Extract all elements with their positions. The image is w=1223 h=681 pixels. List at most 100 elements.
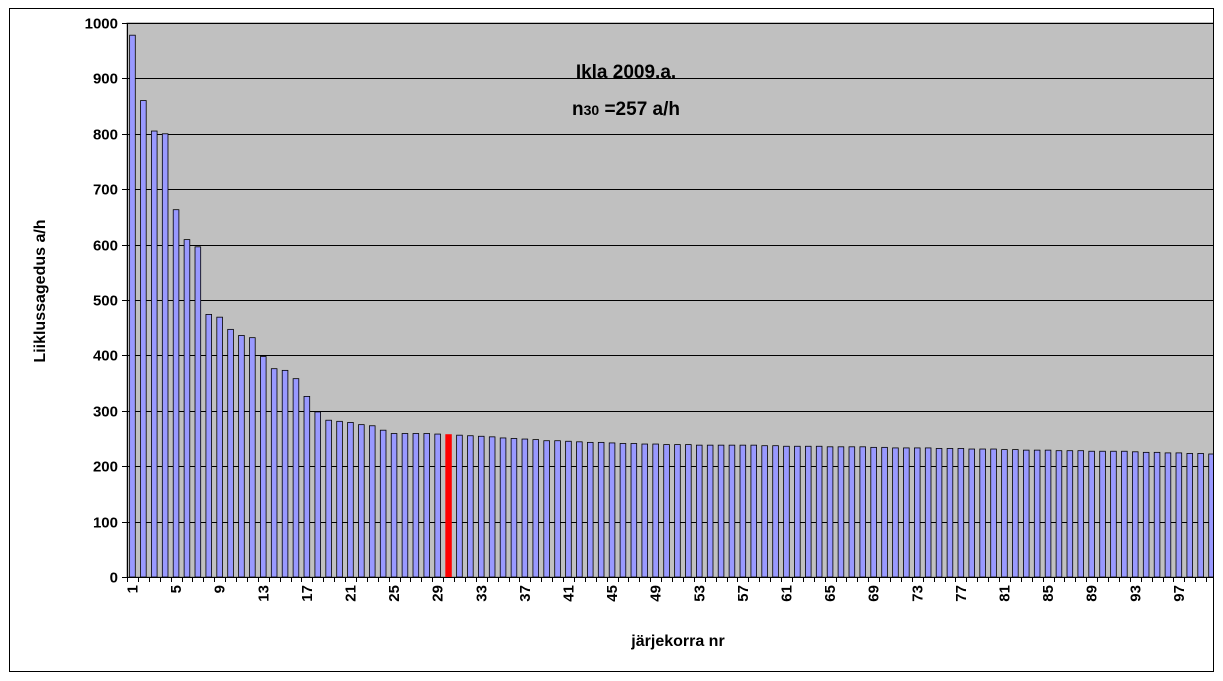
x-tick-label: 61 (778, 585, 795, 602)
bar (696, 444, 703, 578)
bar (815, 445, 823, 578)
x-tick-label: 45 (604, 585, 621, 602)
bar (903, 447, 910, 578)
bar (1044, 449, 1052, 578)
x-tick-label: 73 (909, 585, 926, 602)
bar (423, 433, 430, 578)
bar (957, 448, 965, 578)
bar (881, 446, 888, 578)
x-tick-label: 25 (386, 585, 403, 602)
bar (227, 328, 234, 578)
bar (761, 445, 768, 578)
bar (946, 448, 954, 578)
bar (1121, 450, 1128, 578)
bar (685, 444, 692, 578)
x-tick-label: 93 (1127, 585, 1144, 602)
y-tick-label: 1000 (85, 16, 118, 33)
bar (837, 446, 845, 578)
bar (1033, 449, 1041, 578)
x-tick-label: 1 (124, 585, 141, 593)
bar (129, 34, 136, 578)
bar (390, 433, 398, 578)
bar (706, 444, 714, 578)
bar (521, 438, 529, 578)
bar-chart: 0 100 200 300 400 500 600 700 800 900 1000 1 5 9 13 17… (32, 16, 1213, 650)
bar (379, 429, 387, 578)
x-tick-labels: 1 5 9 13 17 21 25 29 33 37 41 45 49 53 57 61 65 69 73 77 81 8… (124, 585, 1187, 602)
chart-subtitle: n30 =257 a/h (572, 99, 680, 120)
bar (1055, 450, 1063, 578)
bar (783, 445, 790, 578)
y-tick-label: 800 (93, 127, 118, 144)
bar (990, 448, 997, 578)
x-tick-label: 33 (473, 585, 490, 602)
bar (532, 439, 539, 578)
bar (238, 335, 245, 578)
bar (314, 411, 321, 578)
x-tick-label: 89 (1084, 585, 1101, 602)
bar (303, 395, 311, 578)
bar (467, 435, 474, 578)
bar (1164, 452, 1172, 578)
bar (1001, 449, 1008, 578)
bar (510, 438, 518, 578)
subtitle-prefix: n (572, 99, 584, 120)
chart-title: Ikla 2009.a. (576, 62, 676, 83)
bar (270, 368, 278, 578)
axes (122, 23, 1213, 582)
bar (412, 433, 420, 578)
bar-highlighted (445, 434, 452, 578)
bar (750, 444, 757, 578)
bar (292, 378, 300, 578)
bar (249, 337, 256, 578)
bar (914, 447, 921, 578)
bar (151, 130, 158, 578)
bar (1142, 451, 1150, 578)
x-tick-label: 53 (691, 585, 708, 602)
x-tick-label: 5 (168, 585, 185, 593)
x-tick-label: 81 (996, 585, 1013, 602)
x-tick-label: 49 (648, 585, 665, 602)
bar (772, 445, 779, 578)
y-tick-label: 900 (93, 71, 118, 88)
bar (1186, 453, 1193, 578)
bar (140, 100, 147, 578)
bar (826, 446, 834, 578)
bar (260, 356, 267, 578)
bar (205, 313, 212, 578)
bar (434, 433, 441, 578)
bar (1197, 453, 1204, 578)
subtitle-subscript: 30 (584, 102, 600, 118)
bar (499, 437, 507, 578)
bar (619, 443, 627, 578)
bar (194, 246, 202, 578)
bar (630, 443, 638, 578)
bar (1077, 450, 1084, 578)
bar-series (129, 34, 1213, 578)
bar (172, 209, 180, 578)
bar (652, 443, 659, 578)
bar (663, 444, 670, 578)
bar (794, 445, 801, 578)
x-tick-label: 41 (560, 585, 577, 602)
bar (478, 435, 485, 578)
x-tick-label: 9 (212, 585, 229, 593)
bar (892, 447, 899, 578)
chart-frame: 0 100 200 300 400 500 600 700 800 900 1000 1 5 9 13 17… (9, 8, 1214, 672)
x-tick-label: 37 (517, 585, 534, 602)
bar (1175, 452, 1183, 578)
bar (554, 440, 561, 578)
bar (587, 441, 594, 578)
y-tick-label: 400 (93, 348, 118, 365)
bar (281, 369, 289, 578)
y-tick-label: 0 (110, 570, 118, 587)
bar (161, 133, 169, 578)
bar (543, 440, 550, 578)
bar (358, 424, 365, 578)
y-tick-label: 100 (93, 515, 118, 532)
bar (674, 444, 681, 578)
y-tick-label: 200 (93, 459, 118, 476)
bar (739, 444, 747, 578)
bar (935, 448, 943, 578)
bar (1132, 451, 1139, 578)
